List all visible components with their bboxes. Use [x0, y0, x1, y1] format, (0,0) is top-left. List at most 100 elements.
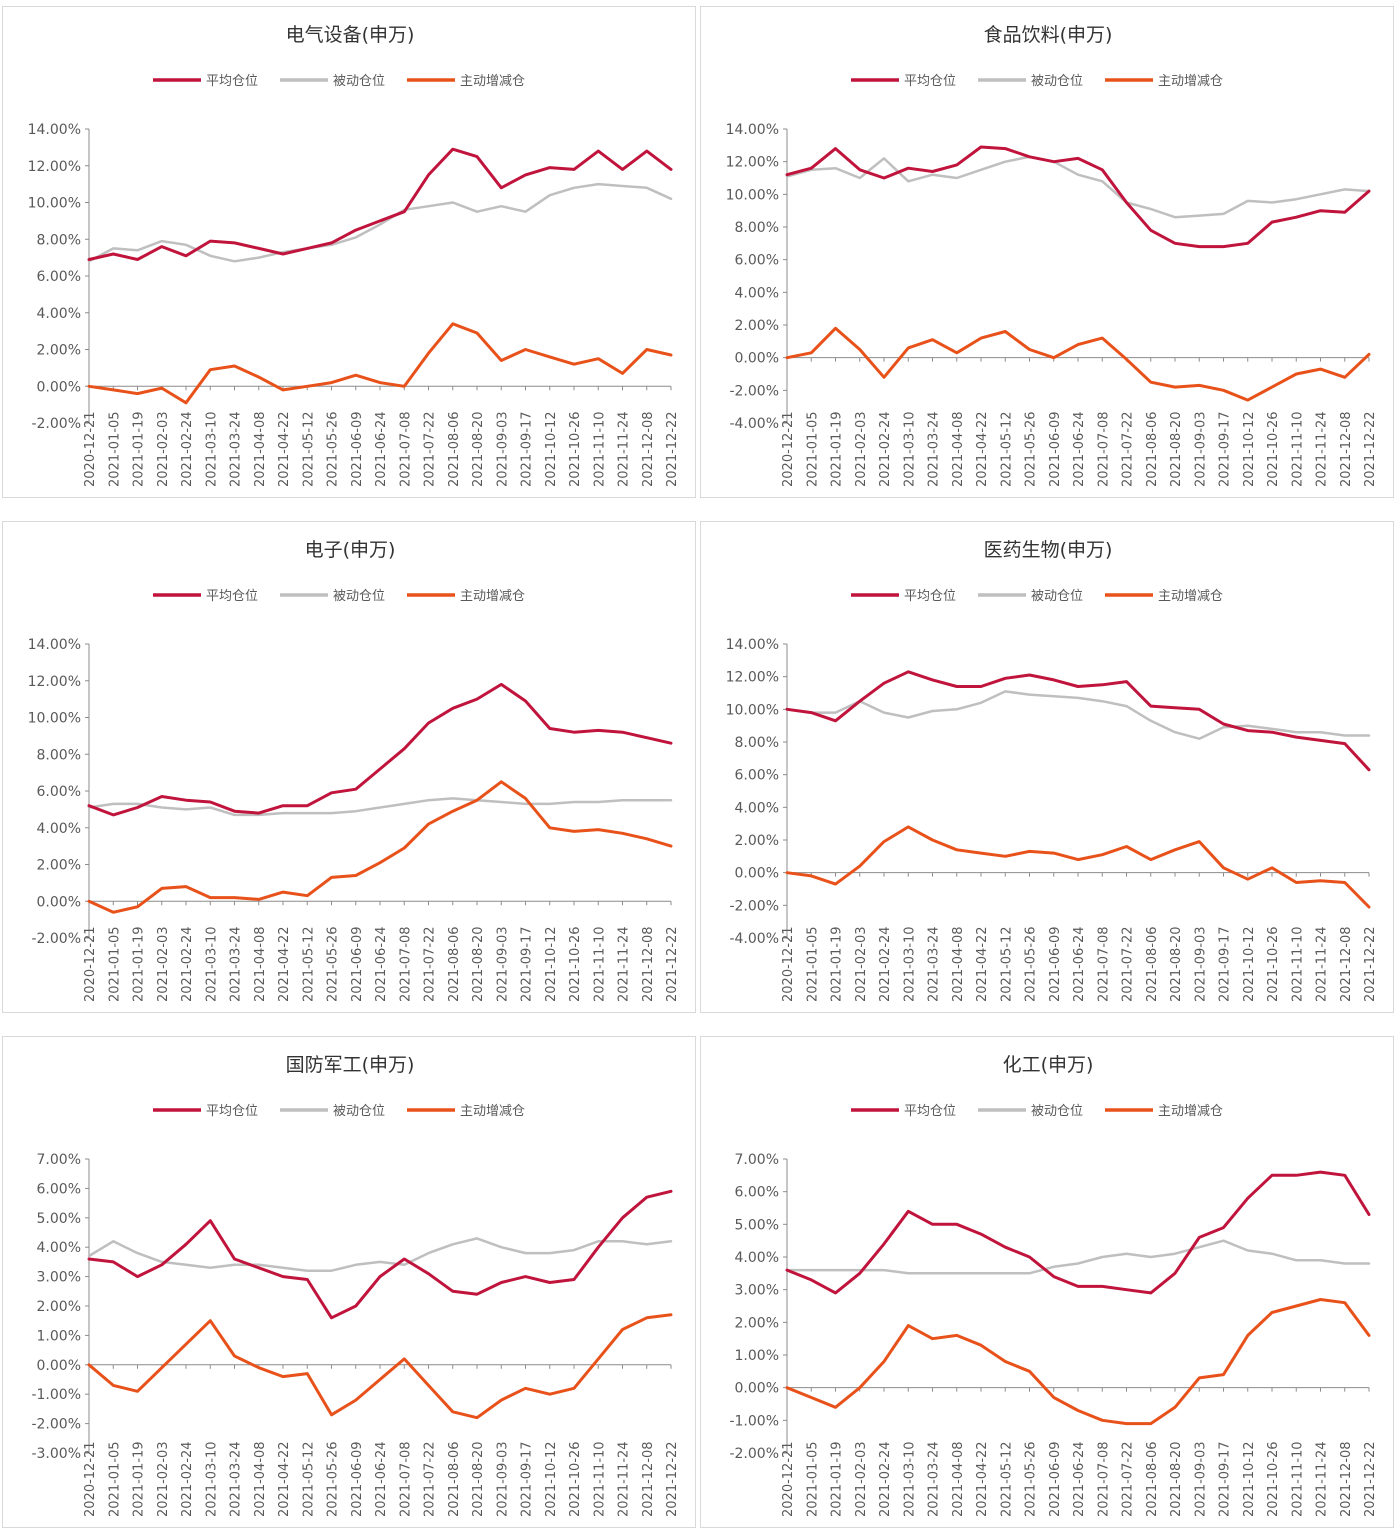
x-tick-label: 2021-08-06: [1145, 411, 1160, 487]
legend-item-active: 主动增减仓: [1105, 74, 1223, 89]
chart-svg: 食品饮料(申万) 平均仓位 被动仓位 主动增减仓 14.00% 12.00% 10.00% 8…: [726, 24, 1378, 487]
x-tick-label: 2021-08-06: [447, 1441, 462, 1517]
x-tick-label: 2021-07-08: [398, 1441, 413, 1517]
x-tick-label: 2021-12-08: [1339, 1441, 1354, 1517]
x-tick-label: 2020-12-21: [781, 926, 796, 1002]
y-tick-label: 10.00%: [28, 196, 81, 212]
legend-label-passive: 被动仓位: [333, 1104, 385, 1119]
chart-title: 国防军工(申万): [286, 1054, 415, 1076]
x-tick-label: 2021-07-08: [1096, 926, 1111, 1002]
y-tick-label: -1.00%: [729, 1413, 779, 1429]
legend-label-active: 主动增减仓: [1158, 1104, 1223, 1119]
legend-item-active: 主动增减仓: [1105, 589, 1223, 604]
x-tick-label: 2021-06-24: [374, 1441, 389, 1517]
legend-item-passive: 被动仓位: [978, 589, 1083, 604]
x-tick-label: 2021-03-10: [902, 1441, 917, 1517]
legend-label-passive: 被动仓位: [1031, 74, 1083, 89]
x-tick-label: 2021-12-22: [665, 926, 680, 1002]
x-tick-label: 2021-04-22: [975, 411, 990, 487]
y-tick-label: 14.00%: [28, 122, 81, 138]
y-tick-label: 0.00%: [37, 379, 81, 395]
x-tick-label: 2021-05-12: [999, 926, 1014, 1002]
legend-label-passive: 被动仓位: [1031, 589, 1083, 604]
x-tick-label: 2021-09-17: [520, 411, 535, 487]
x-tick-label: 2021-10-26: [568, 926, 583, 1002]
x-tick-label: 2020-12-21: [781, 411, 796, 487]
x-tick-label: 2021-03-10: [204, 411, 219, 487]
x-tick-label: 2021-05-26: [1024, 1441, 1039, 1517]
x-tick-label: 2021-04-22: [277, 1441, 292, 1517]
y-tick-label: 8.00%: [37, 747, 81, 763]
series-line-passive: [785, 155, 1371, 219]
x-tick-label: 2021-05-26: [1024, 926, 1039, 1002]
x-tick-label: 2021-02-24: [878, 926, 893, 1002]
x-tick-label: 2021-11-24: [1315, 926, 1330, 1002]
y-tick-label: 2.00%: [37, 1299, 81, 1315]
legend-item-passive: 被动仓位: [280, 74, 385, 89]
x-tick-label: 2021-11-24: [1315, 411, 1330, 487]
x-tick-label: 2021-07-08: [1096, 1441, 1111, 1517]
x-tick-label: 2021-05-12: [999, 411, 1014, 487]
x-tick-label: 2021-06-09: [1048, 411, 1063, 487]
legend-item-active: 主动增减仓: [407, 1104, 525, 1119]
x-tick-label: 2021-05-12: [301, 1441, 316, 1517]
y-tick-label: -3.00%: [31, 1446, 81, 1462]
x-tick-label: 2021-06-09: [350, 411, 365, 487]
x-tick-label: 2021-02-03: [854, 1441, 869, 1517]
x-tick-label: 2021-12-22: [1363, 411, 1378, 487]
series-line-avg: [785, 670, 1371, 772]
legend-label-avg: 平均仓位: [206, 589, 258, 604]
legend-label-passive: 被动仓位: [333, 74, 385, 89]
y-tick-label: 2.00%: [735, 318, 779, 334]
x-tick-label: 2021-07-22: [423, 1441, 438, 1517]
legend-label-active: 主动增减仓: [460, 589, 525, 604]
y-tick-label: -4.00%: [729, 416, 779, 432]
x-tick-label: 2021-07-08: [398, 411, 413, 487]
y-tick-label: 10.00%: [726, 702, 779, 718]
y-tick-label: -2.00%: [31, 931, 81, 947]
x-tick-label: 2021-10-26: [1266, 926, 1281, 1002]
x-tick-label: 2021-11-24: [617, 1441, 632, 1517]
x-tick-label: 2021-04-22: [277, 926, 292, 1002]
legend-label-active: 主动增减仓: [460, 1104, 525, 1119]
legend-label-passive: 被动仓位: [333, 589, 385, 604]
x-tick-label: 2021-09-03: [1193, 926, 1208, 1002]
legend-item-passive: 被动仓位: [978, 1104, 1083, 1119]
x-tick-label: 2021-11-10: [1290, 411, 1305, 487]
x-tick-label: 2021-01-19: [132, 1441, 147, 1517]
y-tick-label: 14.00%: [726, 122, 779, 138]
y-tick-label: 6.00%: [735, 1185, 779, 1201]
x-tick-label: 2021-04-22: [975, 1441, 990, 1517]
x-tick-label: 2021-10-26: [1266, 1441, 1281, 1517]
x-tick-label: 2021-03-24: [229, 411, 244, 487]
y-tick-label: 6.00%: [37, 784, 81, 800]
x-tick-label: 2021-04-08: [951, 1441, 966, 1517]
chart-panel: 食品饮料(申万) 平均仓位 被动仓位 主动增减仓 14.00% 12.00% 10.00% 8…: [700, 6, 1394, 498]
x-tick-label: 2021-10-12: [544, 926, 559, 1002]
x-tick-label: 2021-01-05: [107, 1441, 122, 1517]
x-tick-label: 2021-07-22: [423, 926, 438, 1002]
legend-label-avg: 平均仓位: [904, 589, 956, 604]
x-tick-label: 2021-02-03: [854, 926, 869, 1002]
series-line-passive: [785, 1239, 1371, 1275]
y-tick-label: 4.00%: [735, 285, 779, 301]
x-tick-label: 2020-12-21: [83, 411, 98, 487]
x-tick-label: 2021-09-17: [1218, 926, 1233, 1002]
x-tick-label: 2021-12-22: [1363, 1441, 1378, 1517]
y-tick-label: 14.00%: [28, 637, 81, 653]
y-tick-label: 0.00%: [37, 1358, 81, 1374]
x-tick-label: 2021-09-17: [1218, 1441, 1233, 1517]
x-tick-label: 2021-07-08: [398, 926, 413, 1002]
x-tick-label: 2021-12-08: [1339, 926, 1354, 1002]
x-tick-label: 2021-08-06: [447, 411, 462, 487]
y-tick-label: -2.00%: [31, 1417, 81, 1433]
chart-panel: 国防军工(申万) 平均仓位 被动仓位 主动增减仓 7.00% 6.00% 5.00% 4.00…: [2, 1036, 696, 1528]
y-tick-label: 0.00%: [735, 866, 779, 882]
y-tick-label: 8.00%: [37, 232, 81, 248]
x-tick-label: 2021-06-09: [350, 1441, 365, 1517]
legend-item-passive: 被动仓位: [280, 1104, 385, 1119]
x-tick-label: 2021-06-09: [1048, 926, 1063, 1002]
chart-title: 电气设备(申万): [286, 24, 415, 46]
chart-title: 医药生物(申万): [984, 539, 1113, 561]
y-tick-label: -2.00%: [31, 416, 81, 432]
